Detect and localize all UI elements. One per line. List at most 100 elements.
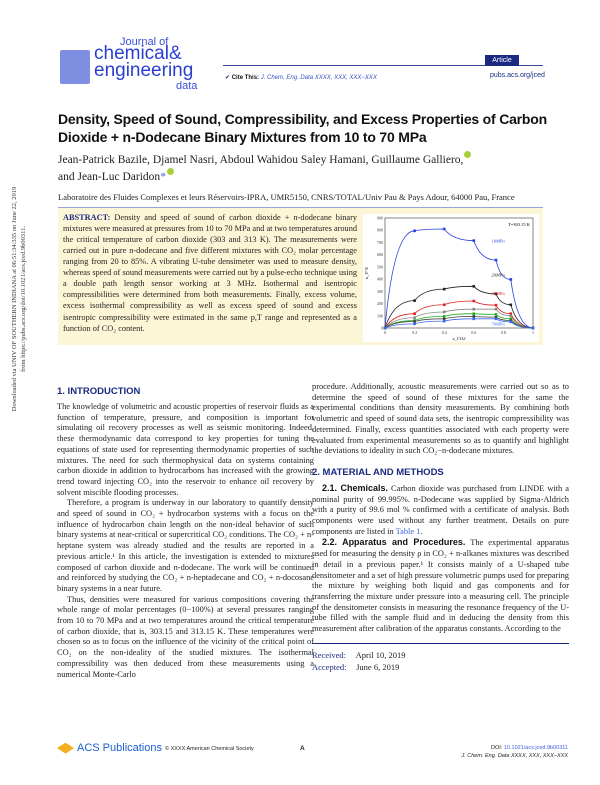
download-line: Downloaded via UNIV OF SOUTHERN INDIANA … xyxy=(11,186,18,412)
data-point xyxy=(442,319,446,323)
x-tick-label: 0.2 xyxy=(412,330,417,335)
abstract-box: ABSTRACT: Density and speed of sound of … xyxy=(58,206,543,345)
logo-text: data xyxy=(176,80,198,92)
received-date: April 10, 2019 xyxy=(355,649,406,660)
data-point xyxy=(509,314,513,317)
data-point xyxy=(509,303,513,306)
paragraph-text: Carbon dioxide was purchased from LINDE … xyxy=(312,483,569,536)
data-point xyxy=(509,277,513,281)
accepted-label: Accepted: xyxy=(312,661,347,672)
page-number: A xyxy=(300,745,305,752)
data-point xyxy=(509,320,513,323)
table-link[interactable]: Table 1 xyxy=(395,526,421,536)
logo-text: Journal of xyxy=(120,36,169,48)
data-point xyxy=(472,238,476,242)
data-point xyxy=(472,307,476,311)
subsection-heading: 2.1. Chemicals. xyxy=(322,482,388,493)
data-point xyxy=(442,314,446,318)
paragraph: The knowledge of volumetric and acoustic… xyxy=(57,402,314,497)
acs-logo: ACS Publications xyxy=(57,742,162,754)
data-point xyxy=(494,258,498,262)
accepted-date: June 6, 2019 xyxy=(356,661,400,672)
jced-logo-icon xyxy=(60,50,90,84)
y-tick-label: 500 xyxy=(377,264,383,269)
abstract: ABSTRACT: Density and speed of sound of … xyxy=(63,212,357,342)
copyright: © XXXX American Chemical Society xyxy=(165,746,254,752)
x-tick-label: 0.6 xyxy=(471,330,476,335)
data-point xyxy=(494,292,498,295)
received-label: Received: xyxy=(312,649,346,660)
data-point xyxy=(472,314,476,318)
y-tick-label: 800 xyxy=(377,227,383,232)
journal-ref: J. Chem. Eng. Data XXXX, XXX, XXX−XXX xyxy=(461,753,568,759)
article-head: Density, Speed of Sound, Compressibility… xyxy=(58,110,548,345)
data-point xyxy=(472,299,476,302)
y-tick-label: 0 xyxy=(381,325,383,330)
data-point xyxy=(531,326,535,329)
journal-logo: Journal of chemical& engineering data xyxy=(60,36,210,94)
data-point xyxy=(494,317,498,320)
subsection-heading: 2.2. Apparatus and Procedures. xyxy=(322,537,466,548)
corresponding-mark[interactable]: * xyxy=(160,170,166,183)
series-label: 30MPa xyxy=(492,291,506,296)
section-heading: 2. MATERIAL AND METHODS xyxy=(312,466,444,478)
cite-label: Cite This: xyxy=(231,75,260,81)
data-point xyxy=(413,298,416,302)
paragraph: Therefore, a program is underway in our … xyxy=(57,498,314,593)
data-point xyxy=(442,287,446,291)
series-label: 70MPa xyxy=(492,321,506,326)
dates: Received: April 10, 2019 Accepted: June … xyxy=(312,649,569,673)
data-point xyxy=(442,227,446,230)
dates-rule xyxy=(312,642,569,644)
right-column: procedure. Additionally, acoustic measur… xyxy=(312,382,569,673)
y-tick-label: 700 xyxy=(377,240,383,245)
article-badge: Article xyxy=(485,55,519,66)
data-point xyxy=(413,229,416,232)
abstract-label: ABSTRACT: xyxy=(63,212,111,222)
y-tick-label: 300 xyxy=(377,288,383,293)
toc-chart: 0 100 200 300 400 500 600 700 800 900 0 0.2 0.4 0.6 0.… xyxy=(364,215,535,341)
author-list: Jean-Patrick Bazile, Djamel Nasri, Abdou… xyxy=(58,153,464,166)
authors: Jean-Patrick Bazile, Djamel Nasri, Abdou… xyxy=(58,151,548,185)
data-point xyxy=(494,303,498,307)
data-point xyxy=(383,326,387,329)
section-heading: 1. INTRODUCTION xyxy=(57,386,141,397)
acs-logo-icon xyxy=(57,742,74,754)
data-point xyxy=(509,317,513,320)
data-point xyxy=(494,307,498,311)
y-tick-label: 900 xyxy=(377,215,383,220)
left-column: 1. INTRODUCTION The knowledge of volumet… xyxy=(57,382,314,680)
data-point xyxy=(472,284,476,288)
data-point xyxy=(413,322,416,325)
data-point xyxy=(413,319,416,323)
download-line: from https://pubs.acs.org/doi/10.1021/ac… xyxy=(20,225,27,373)
data-point xyxy=(494,315,498,319)
data-point xyxy=(413,312,416,315)
cite-ref[interactable]: J. Chem. Eng. Data XXXX, XXX, XXX−XXX xyxy=(260,75,377,81)
data-point xyxy=(413,316,416,319)
author-list: and Jean-Luc Daridon xyxy=(58,170,161,183)
series-label: 20MPa xyxy=(492,272,506,277)
x-tick-label: 0 xyxy=(384,330,386,335)
x-tick-label: 0.4 xyxy=(442,330,447,335)
y-tick-label: 600 xyxy=(377,252,383,257)
paper-title: Density, Speed of Sound, Compressibility… xyxy=(58,111,547,145)
chart-annotation: T=303.15 K xyxy=(508,222,531,227)
y-tick-label: 200 xyxy=(377,301,383,306)
paragraph-text: The experimental apparatus used for meas… xyxy=(312,538,569,634)
y-tick-label: 400 xyxy=(377,276,383,281)
orcid-icon[interactable] xyxy=(166,167,174,175)
data-point xyxy=(442,303,446,306)
affiliation: Laboratoire des Fluides Complexes et leu… xyxy=(58,191,515,202)
data-point xyxy=(472,312,476,315)
logo-text: chemical& xyxy=(94,43,182,64)
download-notice: Downloaded via UNIV OF SOUTHERN INDIANA … xyxy=(4,150,34,450)
doi-link[interactable]: 10.1021/acs.jced.9b00311 xyxy=(503,745,568,751)
data-point xyxy=(509,312,513,315)
orcid-icon[interactable] xyxy=(464,151,472,158)
toc-graphic: 0 100 200 300 400 500 600 700 800 900 0 0.2 0.4 0.6 0.… xyxy=(363,213,539,342)
cite-this[interactable]: ✔ Cite This: J. Chem. Eng. Data XXXX, XX… xyxy=(225,74,377,81)
journal-url[interactable]: pubs.acs.org/jced xyxy=(490,72,545,79)
data-point xyxy=(494,312,498,316)
doi-block: DOI: 10.1021/acs.jced.9b00311 J. Chem. En… xyxy=(420,744,568,760)
